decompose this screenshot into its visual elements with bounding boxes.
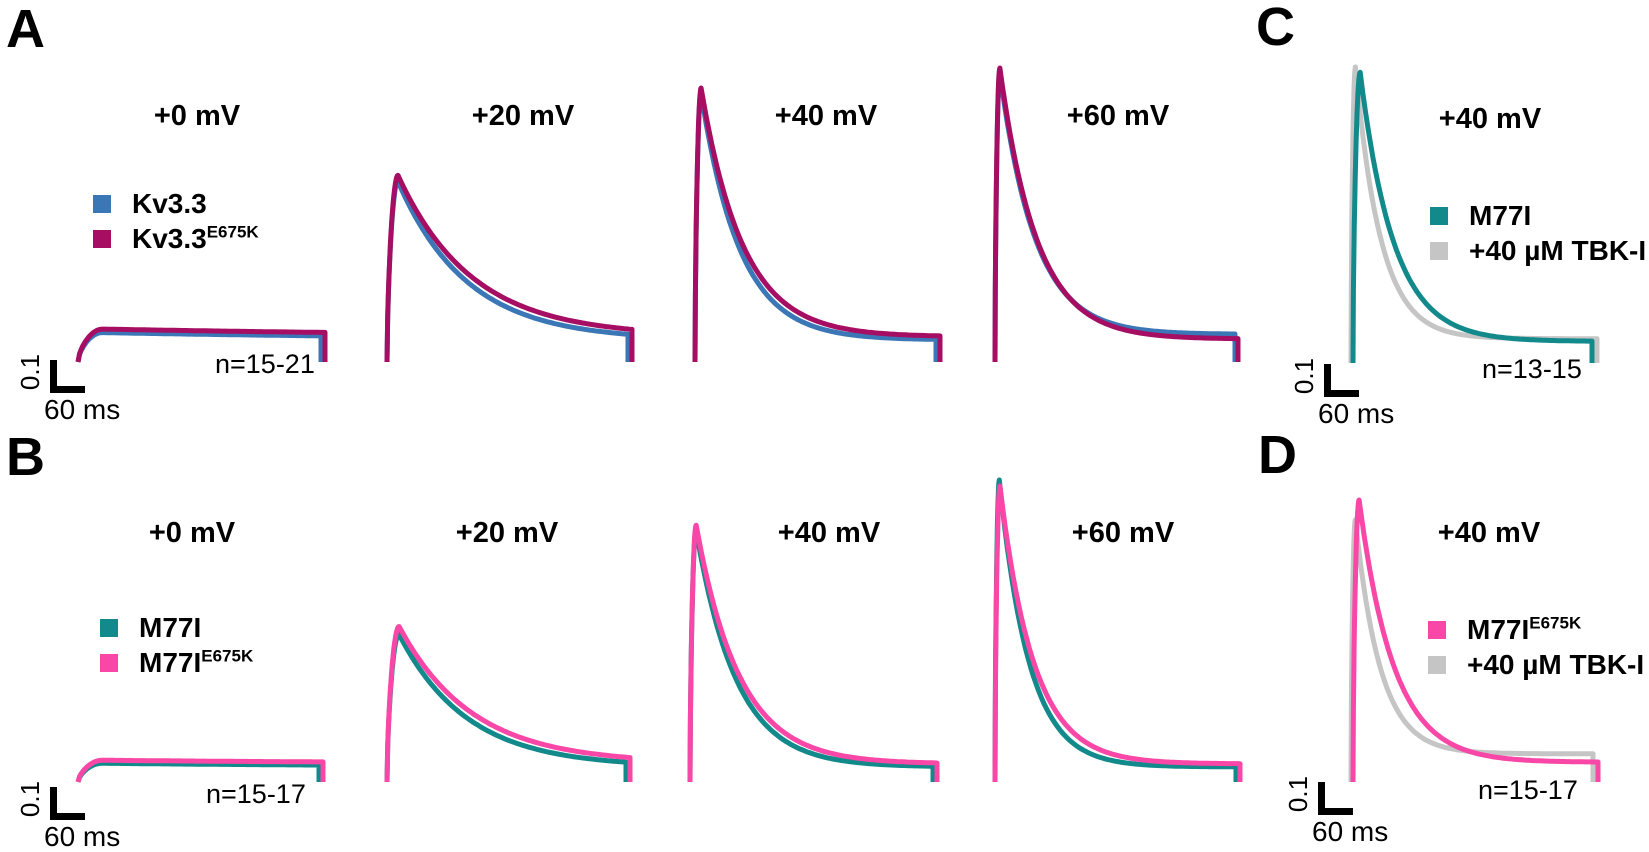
trace-B-+60mV-M77I — [992, 483, 1243, 783]
scale-bar-vertical — [50, 360, 57, 393]
trace-D-+40mV-+40-µM-TBK-I — [1348, 517, 1596, 783]
kv33-e675k-swatch — [93, 229, 111, 248]
panel-d-label: D — [1258, 425, 1297, 485]
scale-bar-horizontal — [50, 386, 85, 393]
trace-B-+0mV-M77I — [75, 760, 322, 783]
scale-bar-panel-d: 0.1 60 ms — [1282, 774, 1402, 852]
amplitude-scale-label: 0.1 — [15, 353, 45, 391]
scale-bar-horizontal — [50, 813, 85, 820]
legend-item-tbk: +40 µM TBK-I — [1430, 233, 1646, 268]
legend-label: +40 µM TBK-I — [1469, 234, 1647, 266]
tbk-swatch — [1428, 655, 1446, 674]
trace-A-+0mV-Kv3.3 — [75, 326, 328, 363]
kv33-swatch — [93, 194, 111, 213]
legend-item-m77i: M77I — [1430, 198, 1646, 233]
legend-item-kv33-e675k: Kv3.3E675K — [93, 221, 259, 256]
trace-B-+40mV-M77I — [687, 527, 936, 783]
scale-bar-panel-b: 0.1 60 ms — [14, 779, 134, 852]
trace-A-+0mV-Kv3.3 — [75, 330, 324, 363]
scale-bar-vertical — [1318, 782, 1325, 815]
legend-panel-d: M77IE675K +40 µM TBK-I — [1428, 612, 1644, 682]
voltage-title-b-60: +60 mV — [1071, 517, 1175, 549]
m77i-swatch — [100, 618, 118, 637]
legend-panel-a: Kv3.3 Kv3.3E675K — [93, 186, 259, 256]
amplitude-scale-label: 0.1 — [1289, 357, 1319, 395]
panel-b-label: B — [6, 427, 45, 487]
m77i-e675k-swatch — [1428, 620, 1446, 639]
legend-item-m77i-e675k: M77IE675K — [100, 645, 253, 680]
legend-panel-c: M77I +40 µM TBK-I — [1430, 198, 1646, 268]
legend-label: Kv3.3E675K — [132, 222, 259, 254]
trace-A-+60mV-Kv3.3 — [992, 65, 1241, 363]
legend-label: M77I — [139, 611, 202, 643]
voltage-title-b-20: +20 mV — [455, 517, 559, 549]
amplitude-scale-label: 0.1 — [15, 780, 45, 818]
trace-D-+40mV-M77I — [1350, 497, 1601, 783]
panel-a-label: A — [6, 0, 45, 59]
scale-bar-panel-a: 0.1 60 ms — [14, 352, 134, 432]
trace-B-+20mV-M77I — [384, 624, 633, 783]
trace-B-+0mV-M77I — [75, 757, 326, 783]
legend-item-m77i-e675k: M77IE675K — [1428, 612, 1644, 647]
trace-B-+20mV-M77I — [384, 631, 629, 783]
voltage-title-d: +40 mV — [1437, 517, 1541, 549]
legend-item-tbk: +40 µM TBK-I — [1428, 647, 1644, 682]
n-count-panel-a: n=15-21 — [215, 349, 315, 379]
legend-label: Kv3.3 — [132, 187, 207, 219]
tbk-swatch — [1430, 241, 1448, 260]
time-scale-label: 60 ms — [44, 821, 121, 852]
m77i-swatch — [1430, 206, 1448, 225]
trace-A-+40mV-Kv3.3 — [692, 85, 943, 363]
legend-label: +40 µM TBK-I — [1467, 648, 1645, 680]
scale-bar-horizontal — [1324, 390, 1359, 397]
scale-bar-horizontal — [1318, 808, 1353, 815]
voltage-title-b-40: +40 mV — [777, 517, 881, 549]
voltage-title-a-20: +20 mV — [471, 100, 575, 132]
trace-C-+40mV-M77I — [1350, 69, 1595, 364]
time-scale-label: 60 ms — [44, 394, 121, 425]
voltage-title-c: +40 mV — [1438, 103, 1542, 135]
voltage-title-b-0: +0 mV — [148, 517, 236, 549]
panel-c-label: C — [1256, 0, 1295, 57]
voltage-title-a-60: +60 mV — [1066, 100, 1170, 132]
voltage-title-a-0: +0 mV — [153, 100, 241, 132]
legend-label: M77IE675K — [139, 646, 254, 678]
n-count-panel-c: n=13-15 — [1482, 354, 1582, 384]
n-count-panel-d: n=15-17 — [1478, 775, 1578, 805]
legend-panel-b: M77I M77IE675K — [100, 610, 253, 680]
scale-bar-panel-c: 0.1 60 ms — [1288, 356, 1408, 436]
voltage-title-a-40: +40 mV — [774, 100, 878, 132]
legend-item-kv33: Kv3.3 — [93, 186, 259, 221]
time-scale-label: 60 ms — [1312, 816, 1389, 847]
trace-A-+20mV-Kv3.3 — [384, 178, 631, 363]
trace-A-+20mV-Kv3.3 — [384, 172, 635, 363]
trace-B-+40mV-M77I — [687, 522, 940, 783]
time-scale-label: 60 ms — [1318, 398, 1395, 429]
legend-label: M77I — [1469, 199, 1532, 231]
n-count-panel-b: n=15-17 — [206, 779, 306, 809]
legend-item-m77i: M77I — [100, 610, 253, 645]
m77i-e675k-swatch — [100, 653, 118, 672]
scale-bar-vertical — [1324, 364, 1331, 397]
scale-bar-vertical — [50, 787, 57, 820]
legend-label: M77IE675K — [1467, 613, 1582, 645]
amplitude-scale-label: 0.1 — [1283, 775, 1313, 813]
